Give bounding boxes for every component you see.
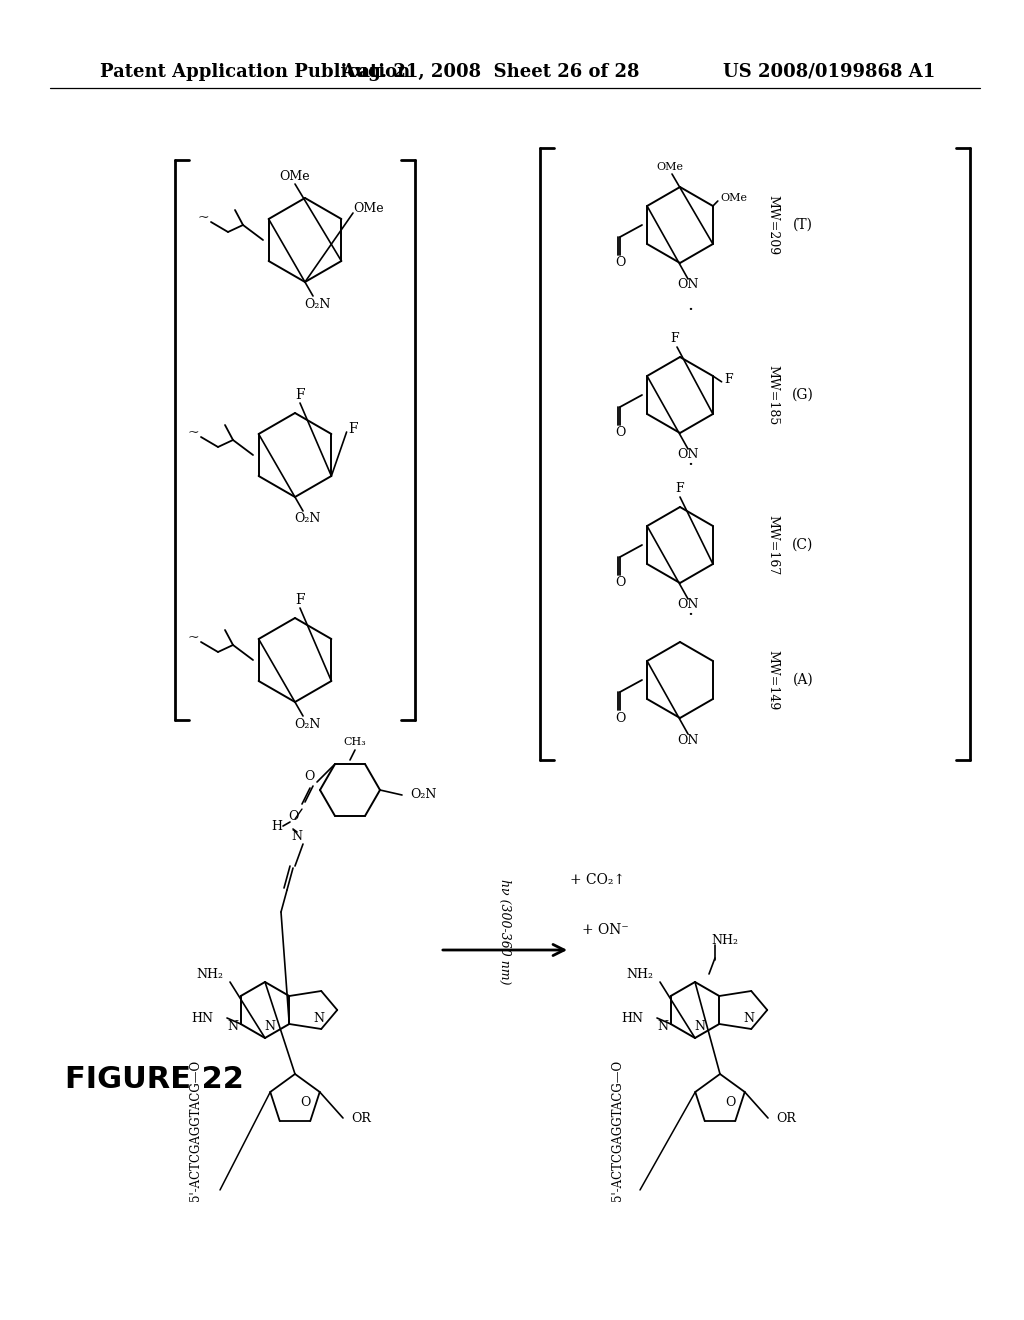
Text: N: N bbox=[694, 1019, 706, 1032]
Text: N: N bbox=[227, 1020, 239, 1034]
Text: F: F bbox=[725, 374, 733, 387]
Text: 5'-ACTCGAGGTACG—O: 5'-ACTCGAGGTACG—O bbox=[611, 1060, 625, 1201]
Text: MW=149: MW=149 bbox=[767, 649, 779, 710]
Text: FIGURE 22: FIGURE 22 bbox=[65, 1065, 244, 1094]
Text: ·: · bbox=[687, 455, 693, 474]
Text: N: N bbox=[743, 1012, 755, 1026]
Text: NH₂: NH₂ bbox=[712, 933, 738, 946]
Text: + ON⁻: + ON⁻ bbox=[582, 923, 629, 937]
Text: F: F bbox=[295, 593, 305, 607]
Text: O₂N: O₂N bbox=[294, 512, 321, 525]
Text: (A): (A) bbox=[793, 673, 813, 686]
Text: HN: HN bbox=[621, 1011, 643, 1024]
Text: O: O bbox=[300, 1096, 310, 1109]
Text: F: F bbox=[676, 483, 684, 495]
Text: ON: ON bbox=[677, 279, 698, 292]
Text: ~: ~ bbox=[187, 426, 199, 440]
Text: ON: ON bbox=[677, 449, 698, 462]
Text: hν (300-360 nm): hν (300-360 nm) bbox=[499, 879, 512, 985]
Text: ON: ON bbox=[677, 734, 698, 747]
Text: F: F bbox=[671, 333, 679, 346]
Text: O₂N: O₂N bbox=[294, 718, 321, 730]
Text: OMe: OMe bbox=[721, 193, 748, 203]
Text: MW=167: MW=167 bbox=[767, 515, 779, 576]
Text: OMe: OMe bbox=[353, 202, 384, 214]
Text: Patent Application Publication: Patent Application Publication bbox=[100, 63, 411, 81]
Text: 5'-ACTCGAGGTACG—O: 5'-ACTCGAGGTACG—O bbox=[188, 1060, 202, 1201]
Text: F: F bbox=[348, 422, 358, 436]
Text: (G): (G) bbox=[792, 388, 814, 403]
Text: US 2008/0199868 A1: US 2008/0199868 A1 bbox=[723, 63, 935, 81]
Text: MW=209: MW=209 bbox=[767, 195, 779, 255]
Text: OMe: OMe bbox=[656, 162, 683, 172]
Text: O: O bbox=[614, 426, 626, 440]
Text: MW=185: MW=185 bbox=[767, 364, 779, 425]
Text: (C): (C) bbox=[793, 539, 814, 552]
Text: NH₂: NH₂ bbox=[197, 969, 223, 982]
Text: + CO₂↑: + CO₂↑ bbox=[570, 873, 626, 887]
Text: NH₂: NH₂ bbox=[627, 969, 653, 982]
Text: OR: OR bbox=[776, 1111, 796, 1125]
Text: Aug. 21, 2008  Sheet 26 of 28: Aug. 21, 2008 Sheet 26 of 28 bbox=[341, 63, 639, 81]
Text: O₂N: O₂N bbox=[304, 297, 330, 310]
Text: O: O bbox=[614, 256, 626, 269]
Text: O: O bbox=[304, 770, 314, 783]
Text: F: F bbox=[295, 388, 305, 403]
Text: O: O bbox=[614, 711, 626, 725]
Text: O: O bbox=[288, 809, 298, 822]
Text: (T): (T) bbox=[793, 218, 813, 232]
Text: ~: ~ bbox=[198, 211, 209, 224]
Text: HN: HN bbox=[191, 1011, 213, 1024]
Text: O: O bbox=[614, 577, 626, 590]
Text: N: N bbox=[313, 1012, 325, 1026]
Text: O: O bbox=[725, 1096, 735, 1109]
Text: H: H bbox=[271, 820, 283, 833]
Text: ~: ~ bbox=[187, 631, 199, 645]
Text: CH₃: CH₃ bbox=[344, 737, 367, 747]
Text: O₂N: O₂N bbox=[410, 788, 436, 801]
Text: N: N bbox=[292, 829, 302, 842]
Text: ·: · bbox=[687, 301, 693, 319]
Text: ON: ON bbox=[677, 598, 698, 611]
Text: OR: OR bbox=[351, 1111, 371, 1125]
Text: N: N bbox=[264, 1019, 275, 1032]
Text: N: N bbox=[657, 1020, 669, 1034]
Text: OMe: OMe bbox=[280, 169, 310, 182]
Text: ·: · bbox=[687, 606, 693, 624]
